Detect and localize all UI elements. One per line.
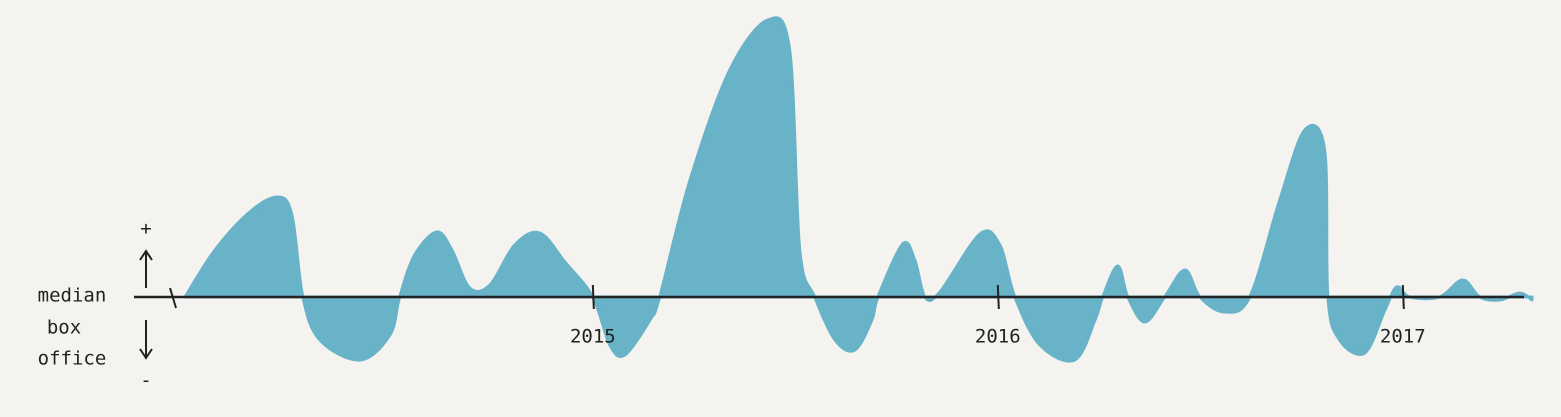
plus-label: + <box>140 218 151 240</box>
up-arrow-head <box>139 249 153 261</box>
y-label: office <box>38 348 107 370</box>
x-tick <box>591 284 595 310</box>
minus-label: - <box>140 370 151 392</box>
y-label: box <box>47 317 81 339</box>
x-tick-label: 2017 <box>1380 326 1426 348</box>
x-tick <box>1401 284 1405 310</box>
area <box>183 16 1534 363</box>
y-label: median <box>38 285 107 307</box>
x-tick-label: 2015 <box>570 326 616 348</box>
x-tick <box>996 284 1000 310</box>
axis-start-tick <box>169 287 177 309</box>
down-arrow-head <box>139 348 153 360</box>
x-tick-label: 2016 <box>975 326 1021 348</box>
